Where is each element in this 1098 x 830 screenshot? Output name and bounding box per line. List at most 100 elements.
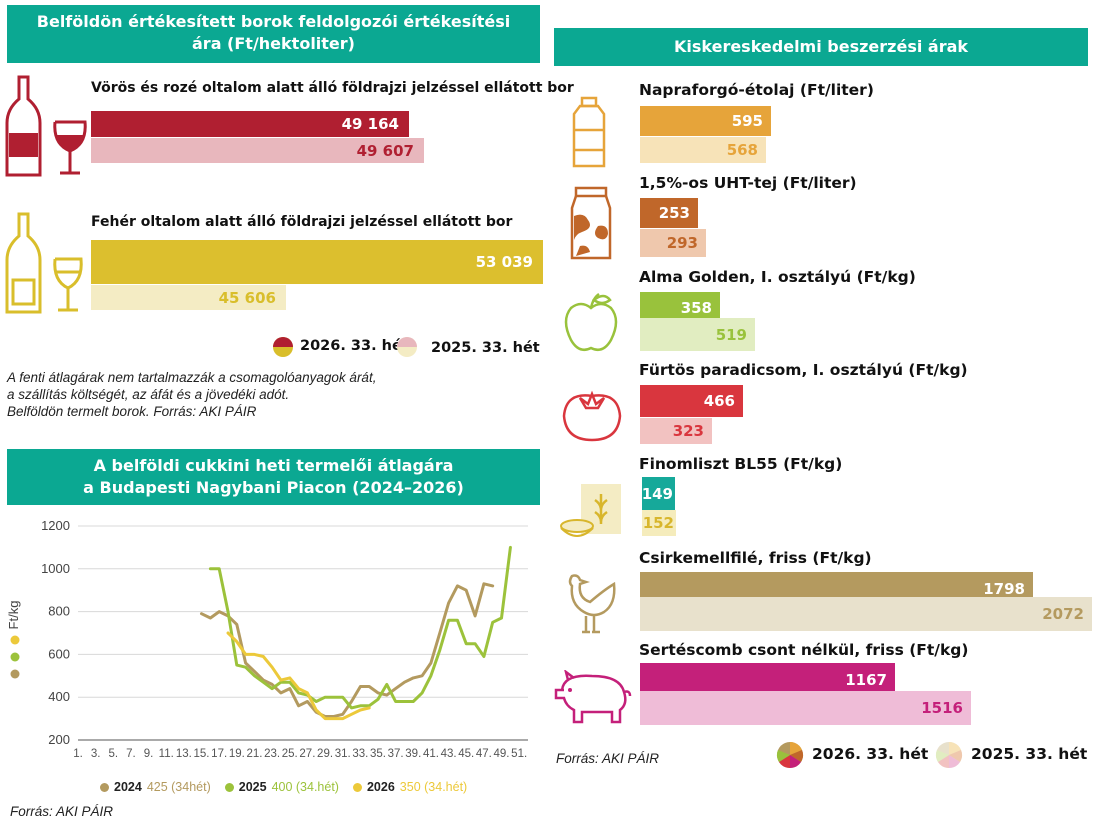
wine-note-line3: Belföldön termelt borok. Forrás: AKI PÁI… (7, 404, 257, 419)
legend-2024-dot (100, 782, 109, 792)
retail-flour-bar-2025: 152 (642, 510, 676, 536)
legend-2025-retail-icon (935, 742, 963, 769)
chicken-icon (568, 574, 616, 634)
retail-oil-value-2025: 568 (726, 141, 758, 159)
legend-2026-dot (352, 782, 362, 792)
x-tick-label: 37. (388, 748, 404, 760)
x-tick-label: 25. (282, 748, 298, 760)
white-wine-bar-2025: 45 606 (91, 285, 286, 310)
red-wine-label: Vörös és rozé oltalom alatt álló földraj… (91, 80, 574, 96)
x-tick-label: 39. (405, 748, 421, 760)
legend-2024-year: 2024 (114, 780, 142, 794)
white-wine-label: Fehér oltalom alatt álló földrajzi jelzé… (91, 214, 513, 230)
retail-pork-value-2026: 1167 (845, 671, 887, 689)
axis-series-dot (10, 635, 20, 645)
red-wine-bar-2026: 49 164 (91, 111, 409, 137)
x-tick-label: 3. (91, 748, 101, 760)
x-tick-label: 11. (159, 748, 174, 760)
white-wine-value-2025: 45 606 (218, 288, 276, 307)
retail-apple-bar-2025: 519 (640, 318, 755, 351)
y-tick-label: 600 (48, 646, 70, 661)
retail-milk-bar-2026: 253 (640, 198, 698, 228)
legend-2025-retail-label: 2025. 33. hét (971, 745, 1088, 763)
retail-source: Forrás: AKI PÁIR (556, 751, 660, 766)
x-tick-label: 51. (511, 748, 527, 760)
x-tick-label: 27. (299, 748, 315, 760)
retail-tomato-label: Fürtös paradicsom, I. osztályú (Ft/kg) (639, 361, 968, 379)
retail-milk-value-2025: 293 (666, 234, 698, 252)
red-wine-bar-2025: 49 607 (91, 138, 424, 163)
retail-flour-value-2026: 149 (641, 484, 673, 503)
x-tick-label: 49. (494, 748, 510, 760)
axis-series-dot (10, 669, 20, 679)
y-tick-label: 1200 (41, 518, 70, 533)
retail-oil-bar-2026: 595 (640, 106, 771, 136)
x-tick-label: 17. (211, 748, 227, 760)
retail-chicken-label: Csirkemellfilé, friss (Ft/kg) (639, 549, 872, 567)
wine-note-line1: A fenti átlagárak nem tartalmazzák a cso… (7, 370, 377, 385)
x-tick-label: 9. (144, 748, 154, 760)
y-tick-label: 800 (48, 604, 70, 619)
legend-2025-wine-icon (397, 337, 417, 357)
white-wine-value-2026: 53 039 (475, 253, 533, 271)
legend-2025: 2025 400 (34.hét) (224, 780, 339, 794)
retail-flour-bar-2026: 149 (642, 477, 675, 510)
legend-2026-year: 2026 (366, 780, 395, 794)
x-tick-label: 35. (370, 748, 386, 760)
tomato-icon (562, 390, 622, 442)
retail-tomato-bar-2026: 466 (640, 385, 743, 417)
retail-milk-value-2026: 253 (658, 204, 690, 222)
x-tick-label: 47. (476, 748, 492, 760)
legend-2026-retail-label: 2026. 33. hét (812, 745, 929, 763)
y-tick-label: 400 (48, 689, 70, 704)
retail-apple-label: Alma Golden, I. osztályú (Ft/kg) (639, 268, 916, 286)
x-tick-label: 15. (194, 748, 210, 760)
zucchini-legend: 2024 425 (34hét) 2025 400 (34.hét) 2026 … (100, 780, 467, 794)
legend-2024-note: 425 (34hét) (146, 780, 211, 794)
retail-title: Kiskereskedelmi beszerzési árak (673, 37, 969, 56)
x-tick-label: 33. (352, 748, 368, 760)
legend-2026-wine-label: 2026. 33. hét (300, 338, 409, 354)
retail-apple-value-2025: 519 (715, 325, 747, 344)
x-tick-label: 7. (126, 748, 136, 760)
legend-2025-year: 2025 (238, 780, 267, 794)
wine-title: Belföldön értékesített borok feldolgozói… (36, 12, 511, 53)
red-wine-value-2026: 49 164 (341, 115, 399, 133)
retail-flour-label: Finomliszt BL55 (Ft/kg) (639, 455, 843, 473)
retail-milk-bar-2025: 293 (640, 229, 706, 257)
retail-milk-label: 1,5%-os UHT-tej (Ft/liter) (639, 174, 857, 192)
retail-apple-value-2026: 358 (680, 298, 712, 317)
retail-pork-value-2025: 1516 (921, 699, 963, 717)
wine-note: A fenti átlagárak nem tartalmazzák a cso… (7, 369, 376, 420)
series-line-2025 (208, 545, 512, 710)
red-wine-value-2025: 49 607 (356, 141, 414, 160)
retail-pork-label: Sertéscomb csont nélkül, friss (Ft/kg) (639, 641, 969, 659)
legend-2025-wine-label: 2025. 33. hét (431, 340, 540, 356)
legend-2025-note: 400 (34.hét) (271, 780, 339, 794)
retail-chicken-value-2025: 2072 (1042, 605, 1084, 623)
retail-tomato-value-2025: 323 (672, 422, 704, 440)
x-tick-label: 13. (176, 748, 192, 760)
legend-2024: 2024 425 (34hét) (100, 780, 211, 794)
axis-series-dot (10, 652, 20, 662)
retail-tomato-value-2026: 466 (703, 392, 735, 410)
series-line-2024 (200, 582, 495, 718)
x-tick-label: 23. (264, 748, 280, 760)
retail-chicken-value-2026: 1798 (983, 579, 1025, 598)
legend-2026: 2026 350 (34.hét) (352, 780, 468, 794)
x-tick-label: 5. (108, 748, 118, 760)
y-tick-label: 200 (48, 732, 70, 747)
x-tick-label: 19. (229, 748, 245, 760)
zucchini-title-line1: A belföldi cukkini heti termelői átlagár… (93, 456, 454, 475)
apple-icon (564, 292, 618, 351)
legend-2026-note: 350 (34.hét) (399, 780, 468, 794)
retail-title-banner: Kiskereskedelmi beszerzési árak (554, 28, 1088, 66)
y-tick-label: 1000 (41, 561, 70, 576)
flour-icon (560, 484, 621, 537)
red-wine-icon (5, 75, 87, 177)
oil-bottle-icon (572, 96, 606, 168)
x-tick-label: 31. (335, 748, 351, 760)
series-line-2026 (226, 631, 371, 721)
zucchini-source: Forrás: AKI PÁIR (10, 804, 114, 819)
